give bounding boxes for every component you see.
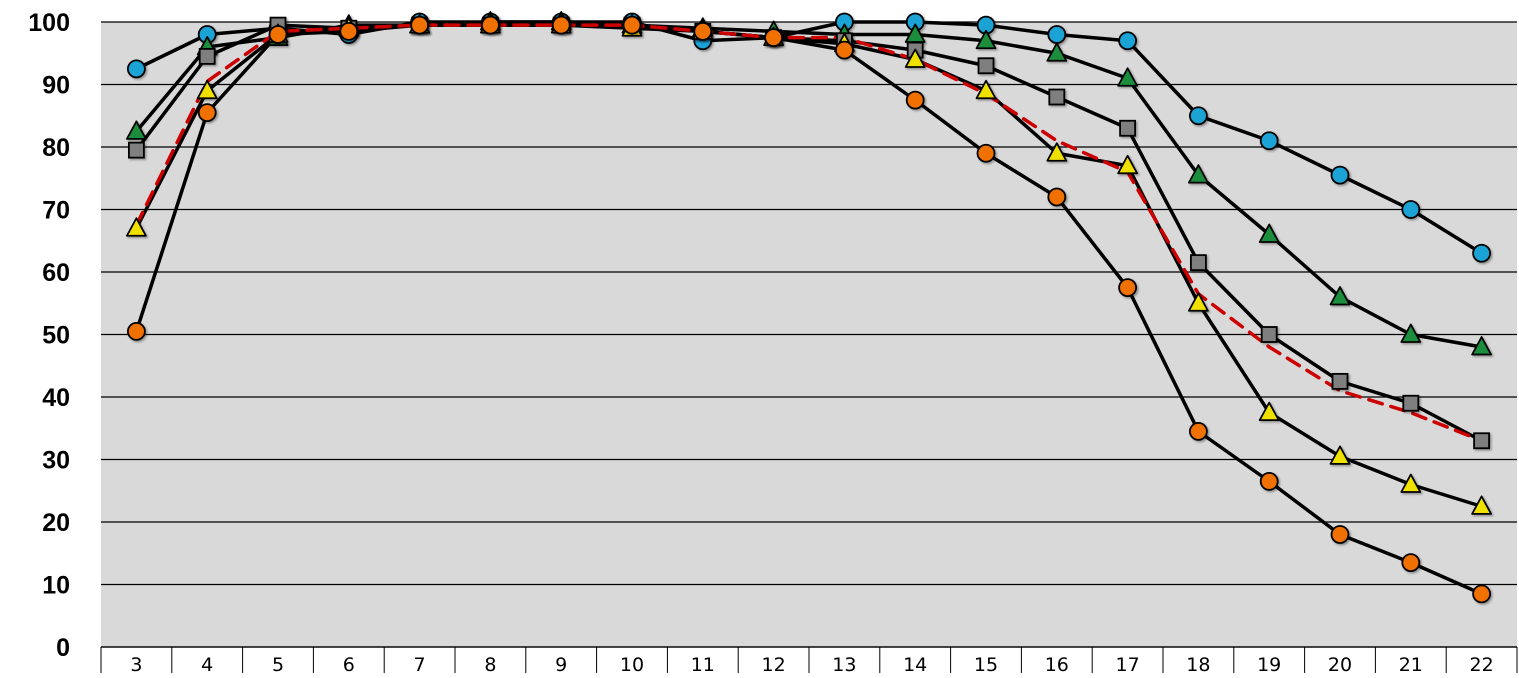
y-tick-label: 10	[42, 572, 70, 600]
data-point-square	[1119, 119, 1136, 137]
data-point-circle	[1189, 106, 1208, 126]
data-point-circle	[693, 21, 713, 41]
data-point-triangle	[126, 120, 147, 140]
x-axis: 3 4 5 6 7 8 9 10 11 12 13 14 15 16 17 18 19 20 21 22	[100, 646, 1518, 676]
data-point-square	[1260, 326, 1278, 343]
data-point-triangle	[1400, 473, 1422, 493]
data-point-triangle	[975, 29, 997, 50]
y-tick-label: 50	[42, 322, 70, 350]
x-tick-label: 10	[620, 654, 644, 676]
data-point-triangle	[1329, 445, 1351, 465]
data-point-circle	[1047, 25, 1067, 44]
data-point-triangle	[1400, 323, 1422, 343]
data-point-triangle	[126, 217, 147, 237]
series-line	[135, 20, 1482, 349]
data-point-circle	[1472, 584, 1491, 604]
y-tick-label: 20	[42, 509, 70, 537]
data-point-triangle	[1329, 286, 1351, 306]
data-point-circle	[1330, 525, 1350, 544]
data-point-circle	[1118, 31, 1137, 51]
x-tick-label: 17	[1116, 654, 1140, 676]
data-point-circle	[1118, 278, 1137, 298]
data-point-circle	[1472, 243, 1491, 263]
data-point-circle	[197, 103, 217, 123]
x-tick-label: 14	[903, 654, 927, 676]
x-tick-label: 4	[201, 654, 213, 676]
data-point-square	[127, 141, 145, 159]
x-tick-label: 13	[832, 654, 856, 676]
gridlines	[101, 21, 1517, 648]
data-point-triangle	[1117, 154, 1138, 175]
y-tick-label: 100	[28, 9, 70, 37]
x-tick-label: 7	[414, 654, 426, 676]
x-tick-label: 9	[555, 654, 567, 676]
series-line	[134, 23, 1483, 596]
data-point-triangle	[1471, 336, 1492, 356]
data-point-circle	[551, 15, 571, 35]
data-point-triangle	[1046, 42, 1068, 62]
data-point-square	[1473, 432, 1490, 450]
x-tick-label: 6	[343, 654, 355, 676]
data-point-triangle	[1188, 164, 1209, 184]
data-point-triangle	[1046, 142, 1068, 162]
x-tick-label: 12	[762, 654, 786, 676]
data-point-square	[1048, 88, 1066, 106]
data-point-circle	[480, 15, 500, 35]
data-point-triangle	[1188, 292, 1209, 312]
data-point-square	[1331, 372, 1349, 390]
data-point-circle	[126, 59, 146, 79]
data-point-triangle	[975, 79, 997, 100]
y-tick-label: 0	[56, 634, 70, 662]
x-tick-label: 20	[1328, 654, 1352, 676]
x-tick-label: 16	[1045, 654, 1069, 676]
data-point-circle	[1047, 187, 1067, 207]
x-tick-label: 18	[1186, 654, 1210, 676]
data-point-circle	[1259, 131, 1279, 151]
y-tick-label: 80	[42, 134, 70, 162]
x-tick-label: 19	[1257, 654, 1281, 676]
x-tick-label: 21	[1399, 654, 1423, 676]
x-tick-label: 22	[1470, 654, 1494, 676]
data-point-square	[977, 57, 995, 75]
data-point-circle	[339, 21, 359, 41]
data-point-circle	[622, 15, 642, 35]
x-tick-label: 3	[130, 654, 142, 676]
data-point-circle	[1401, 200, 1421, 219]
x-tick-label: 8	[484, 654, 496, 676]
data-point-triangle	[1471, 495, 1492, 515]
y-tick-label: 30	[42, 447, 70, 475]
data-point-circle	[905, 90, 925, 110]
data-point-circle	[764, 28, 783, 48]
data-point-circle	[1259, 471, 1279, 491]
data-point-square	[198, 47, 216, 65]
data-point-square	[1402, 394, 1420, 412]
data-point-circle	[835, 40, 854, 60]
y-tick-label: 60	[42, 259, 70, 287]
data-point-circle	[1401, 553, 1421, 573]
data-point-triangle	[1258, 223, 1280, 243]
data-point-triangle	[196, 79, 218, 100]
data-point-triangle	[1258, 401, 1280, 422]
y-tick-label: 90	[42, 72, 70, 100]
series-line-dashed	[134, 23, 1484, 443]
data-point-circle	[976, 143, 996, 163]
data-point-circle	[410, 15, 430, 35]
data-point-triangle	[904, 48, 926, 68]
data-point-triangle	[1117, 67, 1138, 87]
data-point-circle	[1330, 165, 1350, 185]
x-tick-label: 15	[974, 654, 998, 676]
data-point-circle	[126, 321, 146, 341]
series-line	[135, 20, 1483, 255]
x-tick-label: 5	[272, 654, 284, 676]
y-tick-label: 40	[42, 384, 70, 412]
data-point-square	[1190, 254, 1207, 272]
data-point-circle	[1189, 421, 1208, 441]
y-axis: 0 10 20 30 40 50 60 70 80 90 100	[28, 9, 70, 662]
series-group	[126, 11, 1492, 604]
x-tick-label: 11	[691, 654, 715, 676]
y-tick-label: 70	[42, 197, 70, 225]
data-point-circle	[268, 25, 288, 44]
